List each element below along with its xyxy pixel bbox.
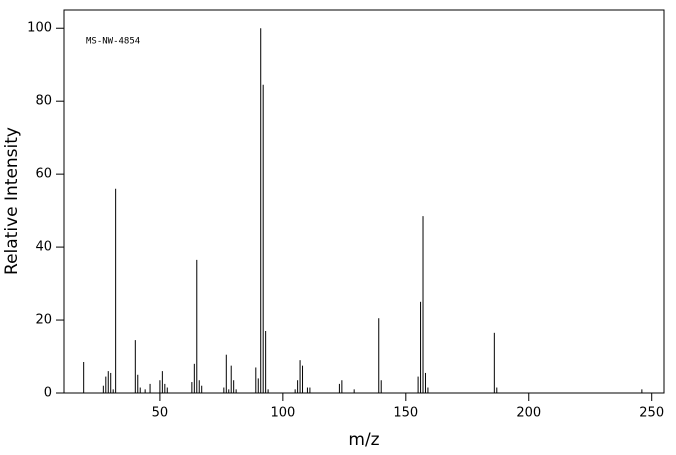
y-tick-label: 0	[44, 386, 52, 401]
y-tick-label: 80	[35, 94, 52, 109]
x-tick-label: 50	[152, 406, 169, 421]
y-tick-label: 20	[35, 313, 52, 328]
y-tick-label: 40	[35, 240, 52, 255]
x-axis-label: m/z	[348, 430, 379, 450]
x-tick-label: 250	[639, 406, 664, 421]
y-axis-label: Relative Intensity	[2, 127, 22, 275]
x-tick-label: 150	[393, 406, 418, 421]
y-tick-label: 100	[27, 21, 52, 36]
plot-frame	[63, 9, 665, 394]
x-tick-label: 100	[270, 406, 295, 421]
x-tick-label: 200	[516, 406, 541, 421]
y-tick-label: 60	[35, 167, 52, 182]
annotation: MS-NW-4854	[86, 37, 140, 47]
